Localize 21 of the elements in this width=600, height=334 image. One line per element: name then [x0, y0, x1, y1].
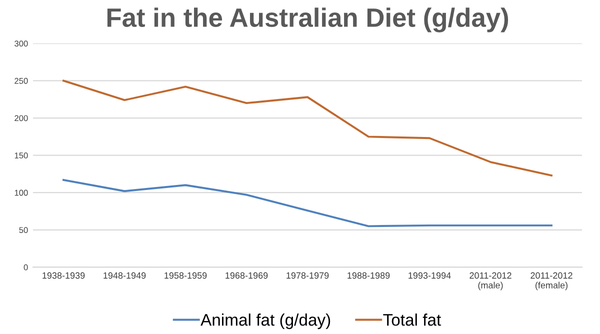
line-series	[62, 80, 552, 176]
x-tick-label: 1948-1949	[104, 272, 146, 279]
y-tick-label: 200	[14, 115, 28, 122]
y-tick-label: 150	[14, 152, 28, 158]
x-tick-label: 1938-1939	[42, 272, 85, 279]
x-tick-label: 1958-1959	[164, 272, 207, 279]
legend-label: Total fat	[383, 314, 442, 326]
y-tick-label: 0	[24, 264, 28, 270]
x-tick-label: 1988-1989	[348, 272, 390, 279]
x-tick-label: 1968-1969	[226, 272, 268, 279]
y-tick-label: 250	[14, 78, 28, 84]
x-tick-label: 2011-2012 (female)	[530, 272, 572, 290]
x-tick-label: 2011-2012 (male)	[470, 272, 512, 290]
legend-label: Animal fat (g/day)	[200, 314, 330, 330]
x-tick-label: 1993-1994	[408, 272, 451, 279]
y-tick-label: 100	[14, 190, 28, 196]
y-tick-label: 50	[19, 227, 28, 234]
line-series	[62, 178, 552, 228]
y-tick-label: 300	[14, 40, 28, 47]
x-tick-label: 1978-1979	[286, 272, 329, 279]
chart-title: Fat in the Australian Diet (g/day)	[107, 8, 508, 32]
